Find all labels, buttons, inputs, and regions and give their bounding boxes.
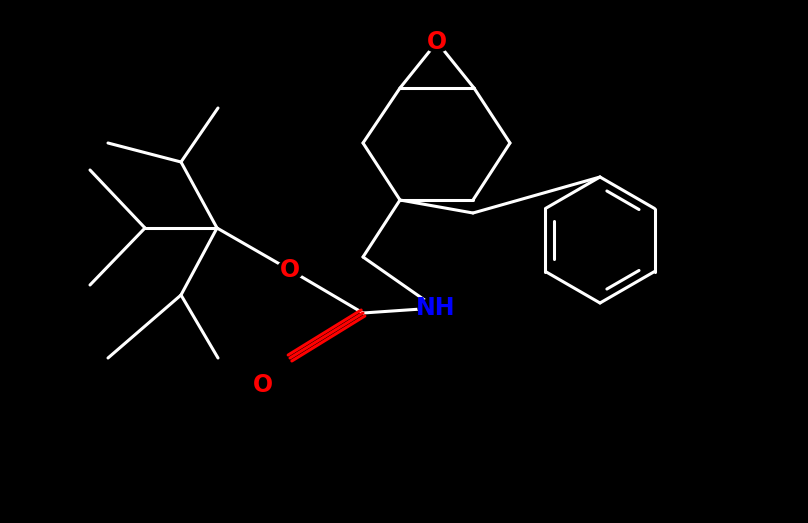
Ellipse shape	[424, 32, 450, 52]
Ellipse shape	[418, 298, 454, 318]
Text: O: O	[253, 373, 273, 397]
Ellipse shape	[250, 375, 276, 395]
Text: O: O	[427, 30, 447, 54]
Text: NH: NH	[416, 296, 456, 320]
Ellipse shape	[277, 260, 303, 280]
Text: O: O	[280, 258, 300, 282]
